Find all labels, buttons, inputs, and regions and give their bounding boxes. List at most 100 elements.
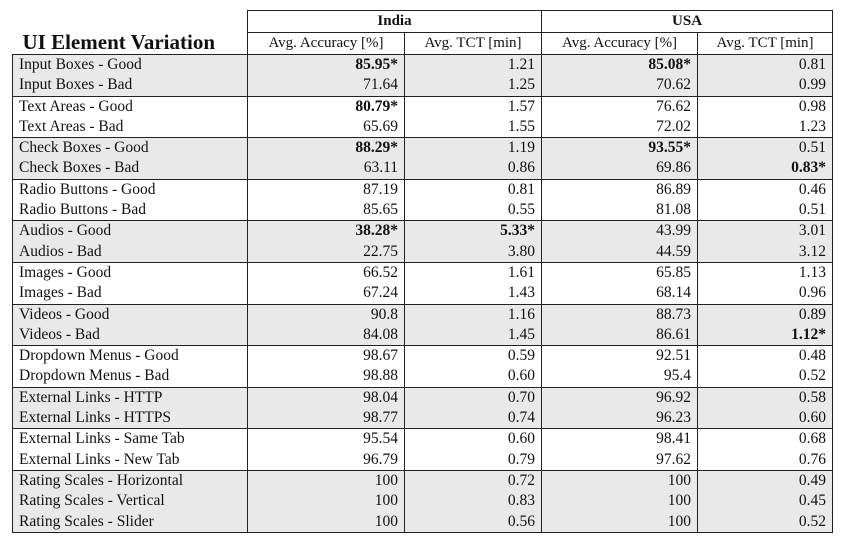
table-body: Input Boxes - Good 85.95* 1.21 85.08* 0.81 In… xyxy=(12,54,834,533)
table-row: Dropdown Menus - Good 98.67 0.59 92.51 0.48 xyxy=(12,345,834,367)
cell-usa-tct: 1.13 xyxy=(697,261,834,284)
cell-usa-accuracy: 95.4 xyxy=(541,366,699,388)
cell-india-accuracy: 85.65 xyxy=(247,200,405,221)
cell-india-tct: 1.43 xyxy=(403,283,543,305)
cell-india-tct: 1.16 xyxy=(403,303,543,325)
cell-india-tct: 3.80 xyxy=(403,241,543,263)
cell-usa-tct: 0.81 xyxy=(697,54,834,76)
cell-usa-accuracy: 68.14 xyxy=(541,283,699,305)
cell-india-accuracy: 71.64 xyxy=(247,75,405,97)
cell-india-accuracy: 95.54 xyxy=(247,428,405,450)
cell-usa-accuracy: 76.62 xyxy=(541,95,699,117)
table-row: Images - Good 66.52 1.61 65.85 1.13 xyxy=(12,261,834,284)
table-row: External Links - New Tab 96.79 0.79 97.62 0.… xyxy=(12,449,834,471)
cell-usa-accuracy: 44.59 xyxy=(541,241,699,263)
column-header-india-accuracy: Avg. Accuracy [%] xyxy=(247,32,405,55)
cell-usa-accuracy: 43.99 xyxy=(541,220,699,242)
cell-india-tct: 0.74 xyxy=(403,408,543,429)
row-label: Videos - Bad xyxy=(12,324,248,346)
cell-usa-tct: 1.12* xyxy=(697,324,834,346)
cell-india-tct: 1.55 xyxy=(403,116,543,138)
row-label: Rating Scales - Horizontal xyxy=(12,469,248,492)
column-header-india-tct: Avg. TCT [min] xyxy=(403,32,543,55)
ui-element-variation-table: UI Element Variation India USA Avg. Accu… xyxy=(12,10,834,533)
cell-usa-accuracy: 92.51 xyxy=(541,345,699,367)
cell-usa-tct: 0.51 xyxy=(697,200,834,221)
row-label: External Links - Same Tab xyxy=(12,428,248,450)
row-label: Dropdown Menus - Good xyxy=(12,345,248,367)
table-row: External Links - Same Tab 95.54 0.60 98.41 0… xyxy=(12,428,834,450)
cell-india-tct: 0.72 xyxy=(403,469,543,492)
cell-india-accuracy: 88.29* xyxy=(247,137,405,159)
column-header-usa-tct: Avg. TCT [min] xyxy=(697,32,834,55)
cell-india-accuracy: 96.79 xyxy=(247,449,405,471)
cell-usa-accuracy: 81.08 xyxy=(541,200,699,221)
cell-india-tct: 0.83 xyxy=(403,491,543,512)
row-label: Rating Scales - Slider xyxy=(12,511,248,533)
cell-usa-tct: 3.12 xyxy=(697,241,834,263)
row-label: Text Areas - Good xyxy=(12,95,248,117)
cell-india-accuracy: 90.8 xyxy=(247,303,405,325)
table-row: Check Boxes - Good 88.29* 1.19 93.55* 0.51 xyxy=(12,137,834,159)
cell-usa-tct: 0.99 xyxy=(697,75,834,97)
cell-india-tct: 0.60 xyxy=(403,366,543,388)
cell-usa-accuracy: 72.02 xyxy=(541,116,699,138)
cell-usa-accuracy: 85.08* xyxy=(541,54,699,76)
cell-india-accuracy: 98.04 xyxy=(247,386,405,409)
cell-usa-tct: 0.68 xyxy=(697,428,834,450)
cell-usa-tct: 0.48 xyxy=(697,345,834,367)
cell-india-accuracy: 100 xyxy=(247,511,405,533)
column-header-usa-accuracy: Avg. Accuracy [%] xyxy=(541,32,699,55)
cell-india-tct: 0.86 xyxy=(403,158,543,180)
table-row: Input Boxes - Good 85.95* 1.21 85.08* 0.81 xyxy=(12,54,834,76)
cell-india-tct: 1.57 xyxy=(403,95,543,117)
cell-usa-tct: 0.52 xyxy=(697,366,834,388)
row-label: Rating Scales - Vertical xyxy=(12,491,248,512)
row-label: Images - Good xyxy=(12,261,248,284)
table-row: Text Areas - Bad 65.69 1.55 72.02 1.23 xyxy=(12,116,834,138)
cell-usa-accuracy: 86.89 xyxy=(541,178,699,201)
cell-india-tct: 1.21 xyxy=(403,54,543,76)
cell-usa-accuracy: 100 xyxy=(541,511,699,533)
cell-usa-tct: 0.76 xyxy=(697,449,834,471)
table-row: Images - Bad 67.24 1.43 68.14 0.96 xyxy=(12,283,834,305)
cell-usa-tct: 0.96 xyxy=(697,283,834,305)
table-row: Videos - Good 90.8 1.16 88.73 0.89 xyxy=(12,303,834,325)
cell-usa-tct: 0.98 xyxy=(697,95,834,117)
table-row: External Links - HTTPS 98.77 0.74 96.23 0.60 xyxy=(12,408,834,429)
cell-india-tct: 0.81 xyxy=(403,178,543,201)
cell-usa-accuracy: 70.62 xyxy=(541,75,699,97)
row-label: Audios - Bad xyxy=(12,241,248,263)
row-label: Check Boxes - Good xyxy=(12,137,248,159)
cell-india-accuracy: 63.11 xyxy=(247,158,405,180)
cell-usa-accuracy: 65.85 xyxy=(541,261,699,284)
cell-usa-tct: 0.49 xyxy=(697,469,834,492)
table-row: Rating Scales - Horizontal 100 0.72 100 0.49 xyxy=(12,469,834,492)
cell-india-tct: 0.79 xyxy=(403,449,543,471)
table-row: Radio Buttons - Bad 85.65 0.55 81.08 0.51 xyxy=(12,200,834,221)
cell-india-tct: 1.19 xyxy=(403,137,543,159)
cell-india-accuracy: 84.08 xyxy=(247,324,405,346)
cell-india-accuracy: 38.28* xyxy=(247,220,405,242)
cell-india-accuracy: 98.67 xyxy=(247,345,405,367)
cell-usa-tct: 0.58 xyxy=(697,386,834,409)
cell-india-tct: 1.25 xyxy=(403,75,543,97)
table-row: Dropdown Menus - Bad 98.88 0.60 95.4 0.52 xyxy=(12,366,834,388)
cell-usa-accuracy: 96.92 xyxy=(541,386,699,409)
table-row: External Links - HTTP 98.04 0.70 96.92 0.58 xyxy=(12,386,834,409)
group-header-usa: USA xyxy=(541,10,834,33)
cell-india-accuracy: 66.52 xyxy=(247,261,405,284)
cell-usa-tct: 3.01 xyxy=(697,220,834,242)
cell-india-accuracy: 98.88 xyxy=(247,366,405,388)
cell-india-accuracy: 87.19 xyxy=(247,178,405,201)
cell-india-accuracy: 22.75 xyxy=(247,241,405,263)
cell-usa-accuracy: 100 xyxy=(541,491,699,512)
table-row: Videos - Bad 84.08 1.45 86.61 1.12* xyxy=(12,324,834,346)
cell-usa-accuracy: 98.41 xyxy=(541,428,699,450)
cell-usa-tct: 0.52 xyxy=(697,511,834,533)
cell-india-tct: 1.61 xyxy=(403,261,543,284)
table-row: Check Boxes - Bad 63.11 0.86 69.86 0.83* xyxy=(12,158,834,180)
table-row: Radio Buttons - Good 87.19 0.81 86.89 0.46 xyxy=(12,178,834,201)
row-label: External Links - HTTP xyxy=(12,386,248,409)
row-label: Text Areas - Bad xyxy=(12,116,248,138)
